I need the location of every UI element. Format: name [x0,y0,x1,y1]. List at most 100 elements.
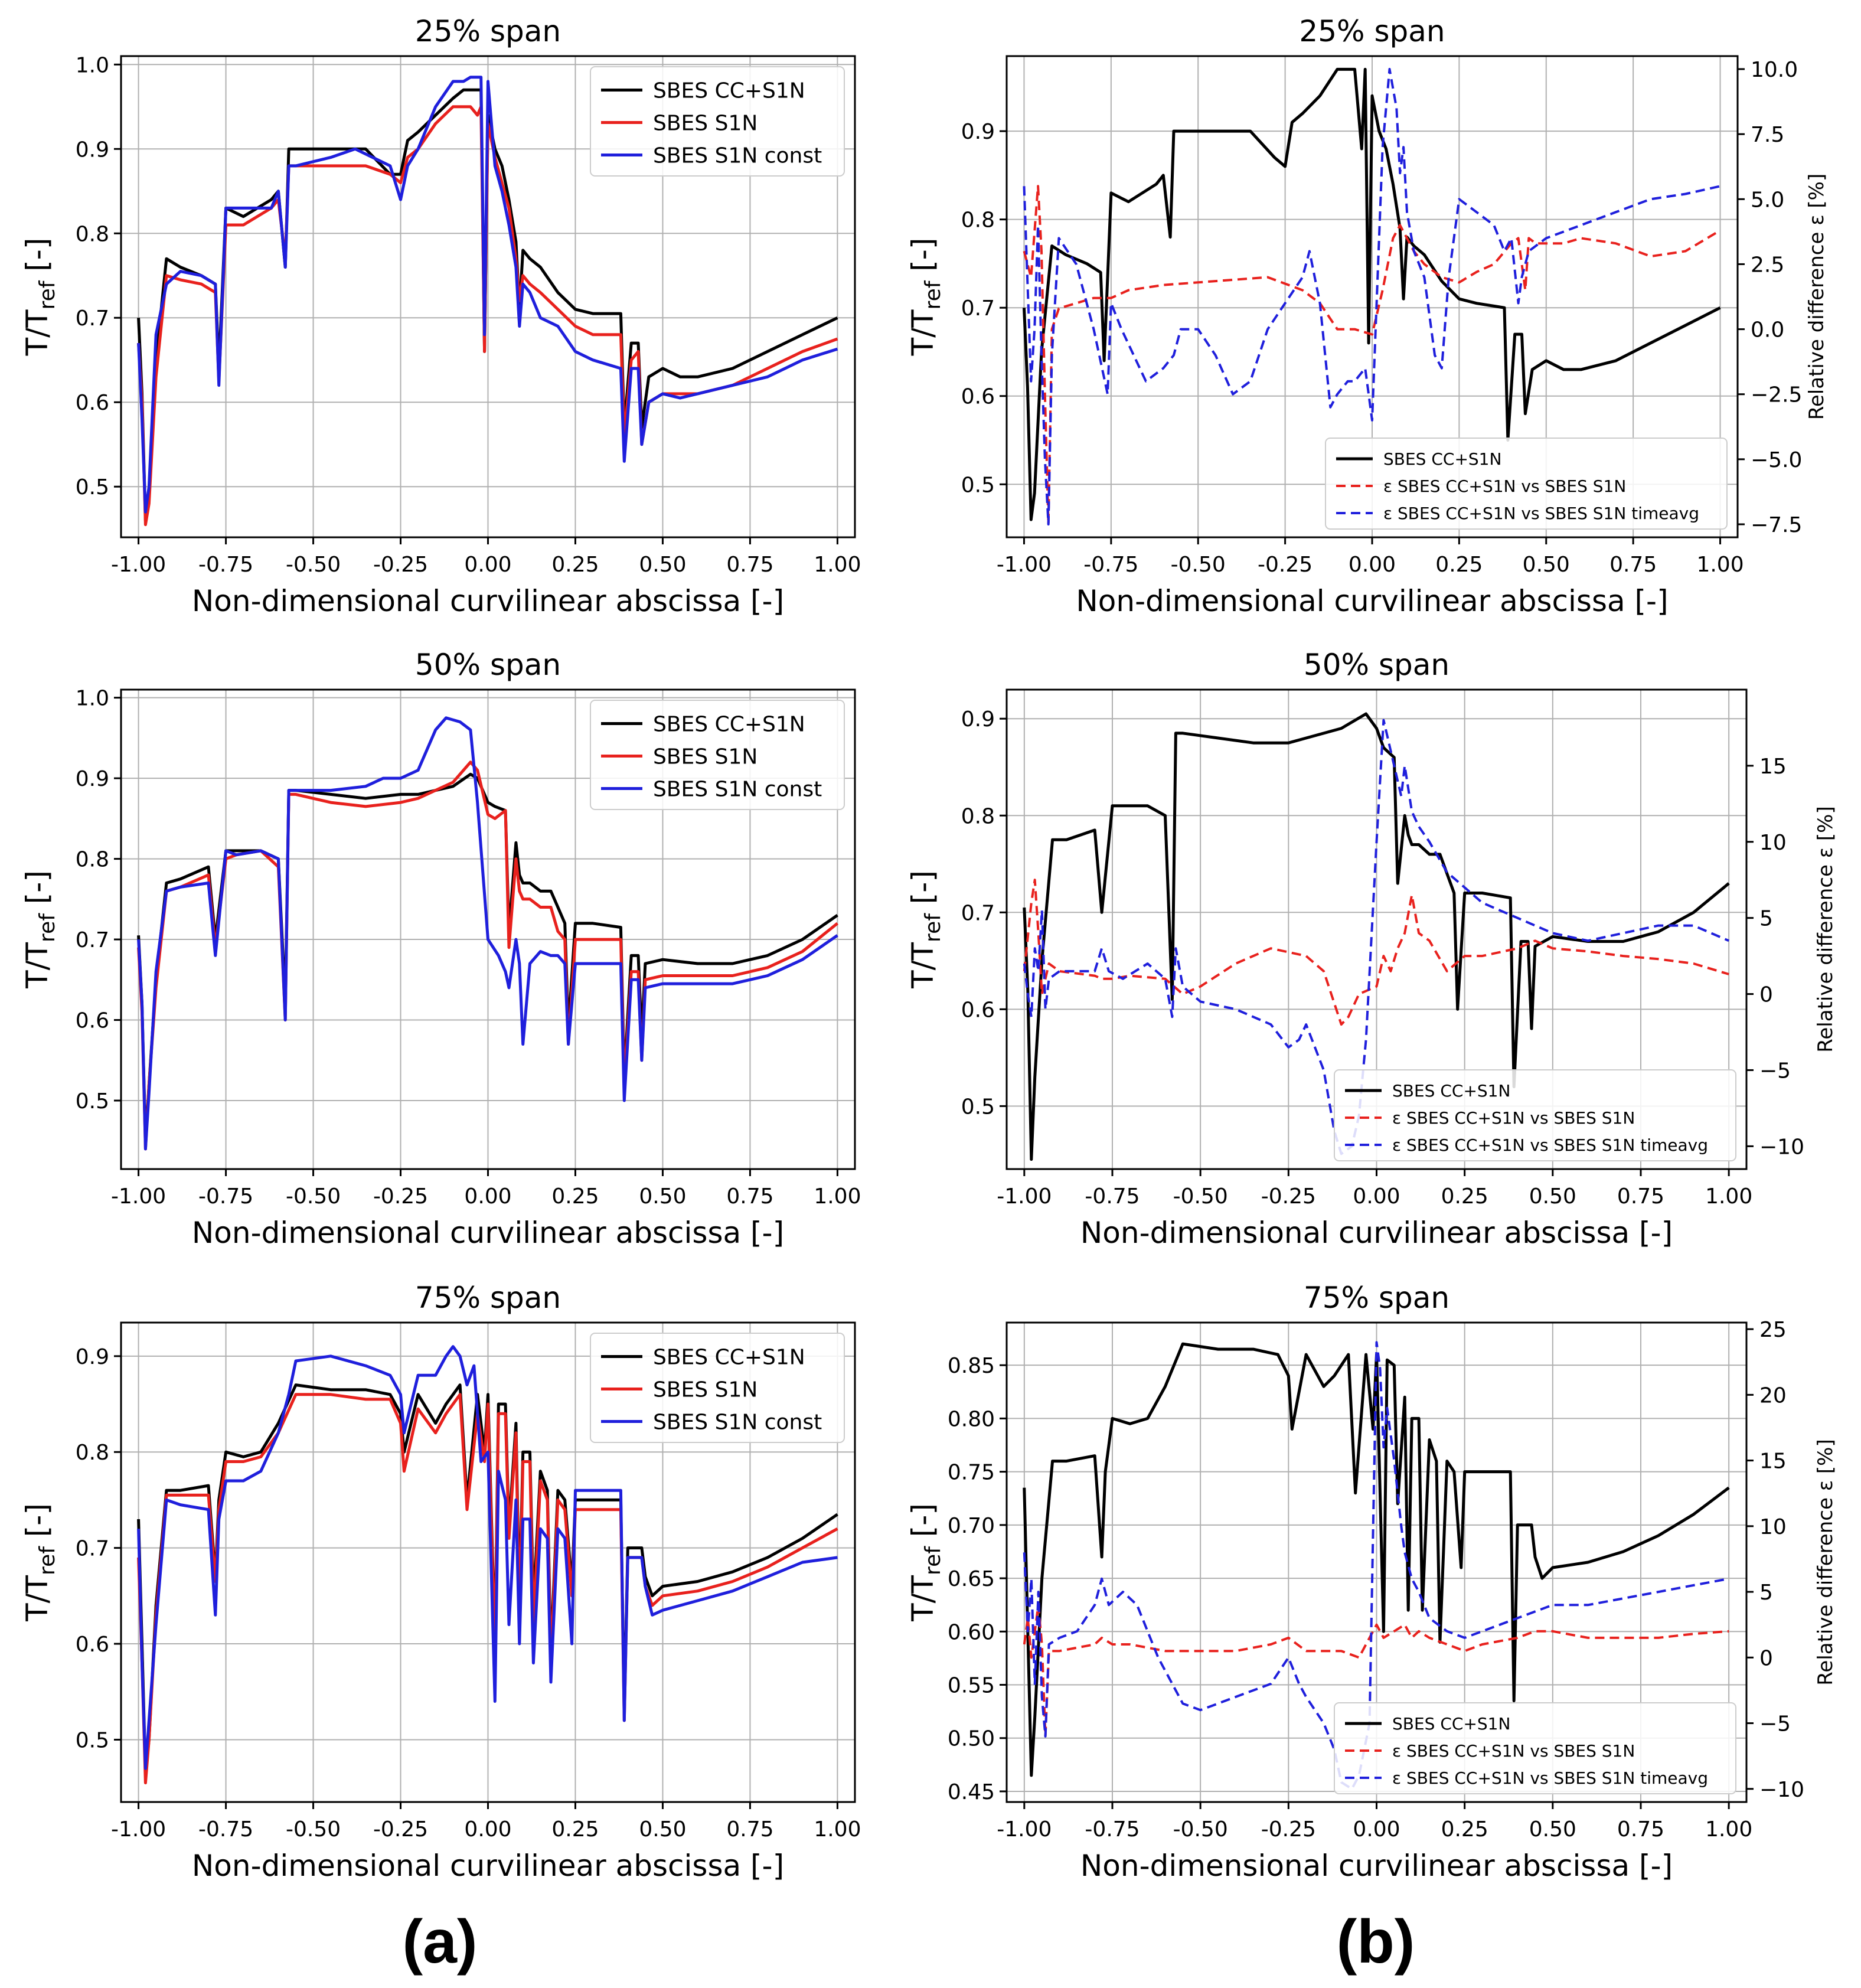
y2-tick-label: 15 [1759,755,1787,779]
chart-title: 75% span [415,1281,561,1315]
legend-label: ε SBES CC+S1N vs SBES S1N timeavg [1392,1768,1708,1788]
x-tick-label: -0.75 [198,1817,253,1842]
y2-tick-label: 0 [1759,1646,1773,1670]
chart-a50: -1.00 -0.75 -0.50 -0.25 0.00 0.25 0.50 0.75 1.00… [20,648,861,1250]
chart-title: 25% span [415,14,561,48]
y2-tick-label: 2.5 [1751,253,1784,277]
legend-label: SBES S1N [653,111,758,135]
x-tick-label: 0.75 [1609,553,1657,577]
y-axis-label: T/Tref [-] [906,1503,945,1622]
x-tick-label: 0.50 [1529,1184,1576,1209]
y-tick-label: 0.6 [961,998,995,1022]
x-tick-label: -1.00 [111,553,166,577]
x-tick-label: -0.50 [286,1817,341,1842]
x-axis-label: Non-dimensional curvilinear abscissa [-] [1080,1216,1673,1250]
series-line-1 [1023,1604,1729,1738]
y-axis-label: T/Tref [-] [906,870,945,989]
x-tick-label: -0.50 [286,553,341,577]
x-tick-label: -0.25 [373,1184,428,1209]
x-tick-label: -1.00 [111,1184,166,1209]
y2-tick-label: 7.5 [1751,123,1784,147]
y2-tick-label: 20 [1759,1383,1787,1408]
x-tick-label: -0.25 [1258,553,1313,577]
x-tick-label: -1.00 [997,553,1052,577]
legend: SBES CC+S1N SBES S1N SBES S1N const [590,700,845,810]
x-tick-label: 0.25 [1435,553,1483,577]
y-tick-label: 0.8 [961,804,995,828]
x-tick-label: 1.00 [814,1184,861,1209]
legend-label: SBES S1N [653,745,758,769]
y-tick-label: 0.6 [76,1633,109,1657]
legend-label: ε SBES CC+S1N vs SBES S1N [1392,1741,1635,1761]
x-tick-label: 1.00 [1705,1184,1752,1209]
x-tick-label: -0.50 [1173,1184,1228,1209]
chart-b25: -1.00 -0.75 -0.50 -0.25 0.00 0.25 0.50 0.75 1.00… [906,14,1829,618]
y-tick-label: 0.9 [76,767,109,791]
chart-b75: -1.00 -0.75 -0.50 -0.25 0.00 0.25 0.50 0.75 1.00… [906,1281,1837,1883]
x-tick-label: -0.25 [1261,1817,1316,1842]
legend: SBES CC+S1N SBES S1N SBES S1N const [590,66,845,177]
y-axis-label-main: T/T [20,309,54,356]
x-tick-label: 0.50 [639,1817,686,1842]
x-axis-label: Non-dimensional curvilinear abscissa [-] [1076,584,1668,618]
legend-label: SBES S1N const [653,1410,822,1434]
series-line-0 [1023,1342,1730,1777]
y-tick-label: 0.9 [76,138,109,162]
y2-tick-label: 0 [1759,983,1773,1007]
y-tick-label: 0.60 [948,1620,995,1644]
y-tick-label: 0.7 [76,306,109,331]
chart-title: 50% span [1304,648,1449,682]
legend-label: SBES CC+S1N [653,1345,805,1369]
y-tick-label: 0.7 [76,928,109,952]
x-tick-label: -0.50 [1173,1817,1228,1842]
y-tick-label: 0.7 [961,296,995,321]
legend-label: SBES CC+S1N [1392,1714,1510,1734]
x-tick-label: -0.75 [198,553,253,577]
x-tick-label: 1.00 [814,553,861,577]
y2-tick-label: −5 [1759,1712,1791,1736]
y-tick-label: 0.6 [961,385,995,409]
y-tick-label: 0.5 [76,1728,109,1752]
series-line-1 [1023,185,1721,525]
y2-tick-label: −10 [1759,1135,1804,1159]
y2-tick-label: −5 [1759,1059,1791,1083]
y-axis-label-sub: ref [35,1546,60,1575]
x-tick-label: -1.00 [997,1817,1052,1842]
y2-tick-label: 25 [1759,1318,1787,1342]
y-tick-label: 0.75 [948,1461,995,1485]
y-axis-label: T/Tref [-] [20,870,60,989]
x-tick-label: -0.25 [373,553,428,577]
legend: SBES CC+S1N ε SBES CC+S1N vs SBES S1N ε SB… [1334,1069,1736,1161]
series-line-2 [137,76,838,514]
series-line-2 [1023,1341,1729,1790]
y-tick-label: 0.8 [76,848,109,872]
y-tick-label: 0.8 [961,208,995,233]
y-axis-label-main: T/T [906,1575,940,1621]
y-tick-label: 0.45 [948,1780,995,1804]
y-tick-label: 1.0 [76,687,109,711]
x-tick-label: 1.00 [1705,1817,1752,1842]
legend-box [590,66,845,177]
y-axis-label-sub: ref [921,1546,945,1575]
x-tick-label: 0.75 [726,1184,773,1209]
y-axis-label-tail: [-] [906,1503,940,1546]
x-tick-label: -0.25 [1261,1184,1316,1209]
legend: SBES CC+S1N SBES S1N SBES S1N const [590,1333,845,1443]
x-tick-label: 0.25 [551,1184,599,1209]
chart-title: 75% span [1304,1281,1449,1315]
x-tick-label: 0.25 [1441,1184,1488,1209]
y-tick-label: 0.70 [948,1514,995,1538]
y-tick-label: 0.9 [961,120,995,144]
x-tick-label: 0.25 [1441,1817,1488,1842]
y-axis-label: T/Tref [-] [20,1503,60,1622]
x-tick-label: 0.50 [1523,553,1570,577]
series-line-2 [137,716,838,1151]
x-axis-label: Non-dimensional curvilinear abscissa [-] [192,1849,784,1883]
chart-title: 25% span [1299,14,1445,48]
legend: SBES CC+S1N ε SBES CC+S1N vs SBES S1N ε SB… [1334,1702,1736,1794]
y-tick-label: 0.80 [948,1407,995,1431]
y2-tick-label: 5 [1759,1581,1773,1605]
x-tick-label: -0.75 [1083,553,1138,577]
legend: SBES CC+S1N ε SBES CC+S1N vs SBES S1N ε SB… [1325,438,1728,530]
legend-label: ε SBES CC+S1N vs SBES S1N timeavg [1392,1135,1708,1155]
